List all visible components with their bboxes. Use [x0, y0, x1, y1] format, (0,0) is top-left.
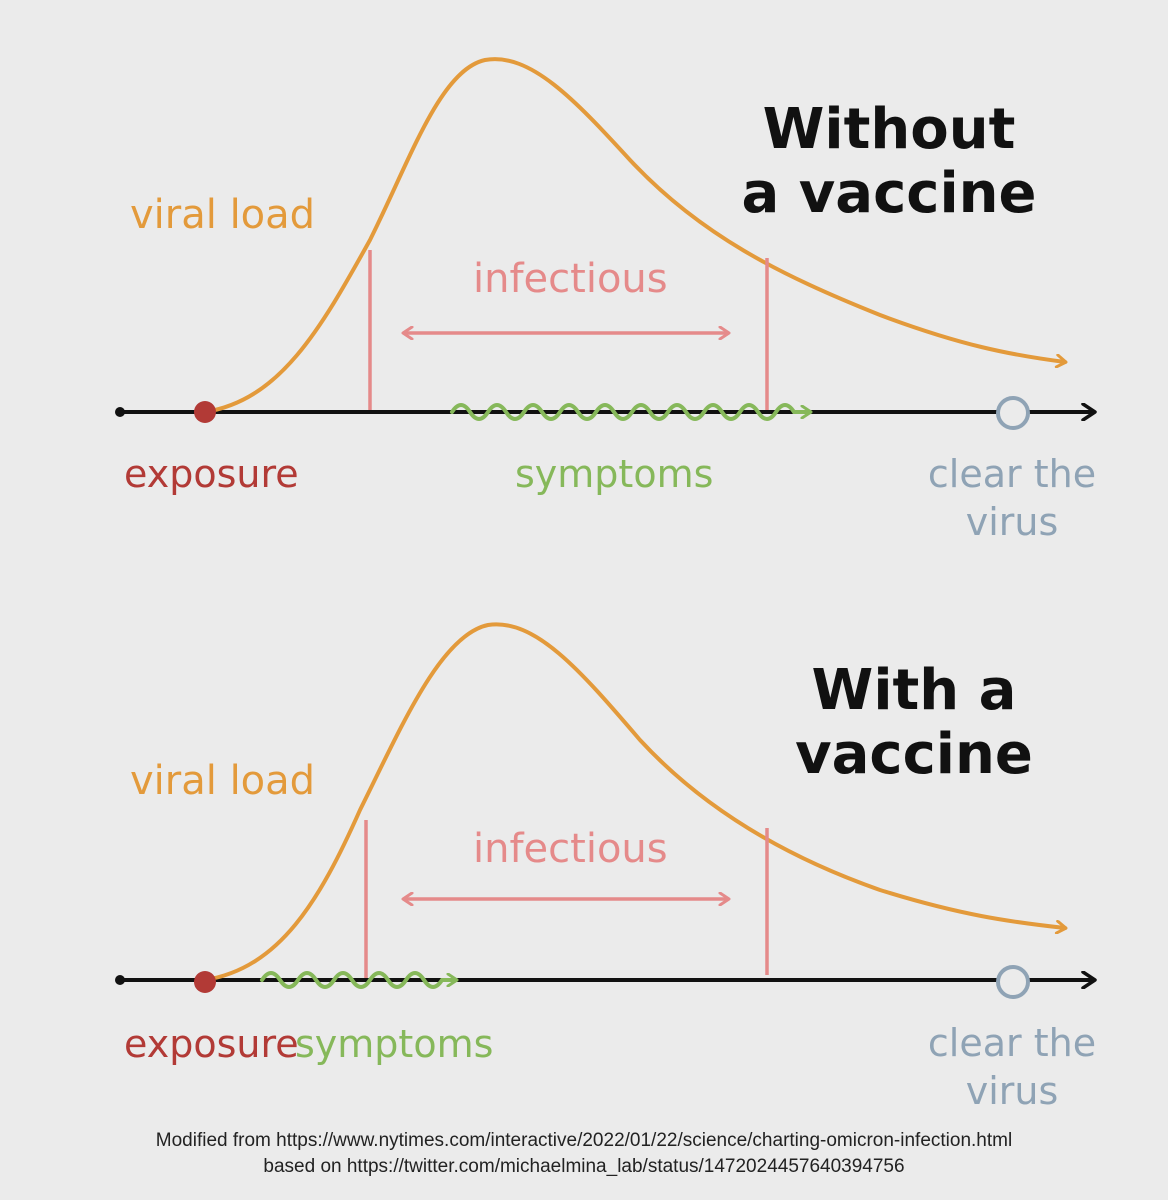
panel-title-line-1: Without: [763, 97, 1016, 162]
symptoms-squiggle: [450, 403, 810, 421]
panel-title-line-2: a vaccine: [741, 161, 1036, 226]
panel-title-line-1: With a: [812, 658, 1017, 723]
viral-load-curve: [203, 57, 1065, 414]
viral-load-curve: [203, 622, 1065, 982]
clear-virus-circle: [996, 965, 1030, 999]
panel-title-line-2: vaccine: [795, 722, 1033, 787]
exposure-label: exposure: [124, 1022, 299, 1066]
clear-virus-circle: [996, 396, 1030, 430]
panel-without-vaccine: viral load infectious exposure symptoms …: [115, 57, 1096, 544]
exposure-dot: [194, 401, 216, 423]
infectious-label: infectious: [473, 256, 668, 302]
panel-with-vaccine: viral load infectious exposure symptoms …: [115, 622, 1096, 1113]
clear-label-line-1: clear the: [928, 1021, 1096, 1065]
timeline-start-dot: [115, 407, 125, 417]
clear-label-line-1: clear the: [928, 452, 1096, 496]
clear-label-line-2: virus: [966, 500, 1059, 544]
timeline-start-dot: [115, 975, 125, 985]
source-caption-line-2: based on https://twitter.com/michaelmina…: [263, 1156, 905, 1177]
viral-load-label: viral load: [130, 192, 315, 238]
exposure-dot: [194, 971, 216, 993]
source-caption-line-1: Modified from https://www.nytimes.com/in…: [155, 1130, 1013, 1151]
clear-label-line-2: virus: [966, 1069, 1059, 1113]
exposure-label: exposure: [124, 452, 299, 496]
symptoms-label: symptoms: [295, 1022, 493, 1066]
symptoms-squiggle: [260, 971, 456, 989]
symptoms-label: symptoms: [515, 452, 713, 496]
viral-load-label: viral load: [130, 758, 315, 804]
infectious-label: infectious: [473, 826, 668, 872]
